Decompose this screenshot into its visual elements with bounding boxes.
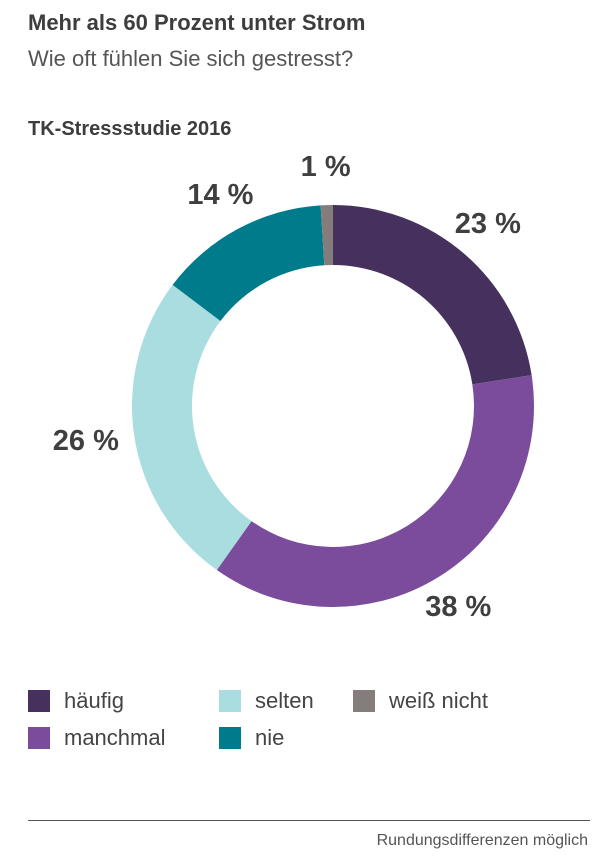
data-label-haeufig: 23 % [455,208,521,240]
legend-label-nie: nie [255,725,285,750]
legend-item-manchmal: manchmal [28,725,165,751]
legend-label-selten: selten [255,688,314,713]
donut-chart: 23 % 38 % 26 % 14 % 1 % [53,151,535,623]
legend-label-manchmal: manchmal [64,725,166,750]
legend-item-nie: nie [219,725,284,751]
chart-subtitle: Wie oft fühlen Sie sich gestresst? [28,46,354,71]
legend-swatch-nie [219,727,241,749]
data-label-nie: 14 % [187,179,253,211]
legend-label-weiss-nicht: weiß nicht [389,688,489,713]
data-label-weiss-nicht: 1 % [301,151,351,183]
legend-swatch-manchmal [28,727,50,749]
chart-title: Mehr als 60 Prozent unter Strom [28,10,366,35]
slice-nie [172,205,325,322]
data-label-manchmal: 38 % [425,591,491,623]
legend-item-haeufig: häufig [28,688,124,714]
slice-haeufig [333,205,532,385]
data-label-selten: 26 % [53,425,119,457]
slice-selten [131,284,252,571]
slice-weiss-nicht [320,205,333,266]
footnote: Rundungsdifferenzen möglich [376,832,588,849]
legend-swatch-selten [219,690,241,712]
legend-item-weiss-nicht: weiß nicht [353,688,488,714]
legend-swatch-weiss-nicht [353,690,375,712]
study-label: TK-Stressstudie 2016 [28,118,232,140]
legend-item-selten: selten [219,688,314,714]
legend-swatch-haeufig [28,690,50,712]
slice-manchmal [216,375,535,607]
legend-label-haeufig: häufig [64,688,124,713]
footer-divider [28,820,590,821]
